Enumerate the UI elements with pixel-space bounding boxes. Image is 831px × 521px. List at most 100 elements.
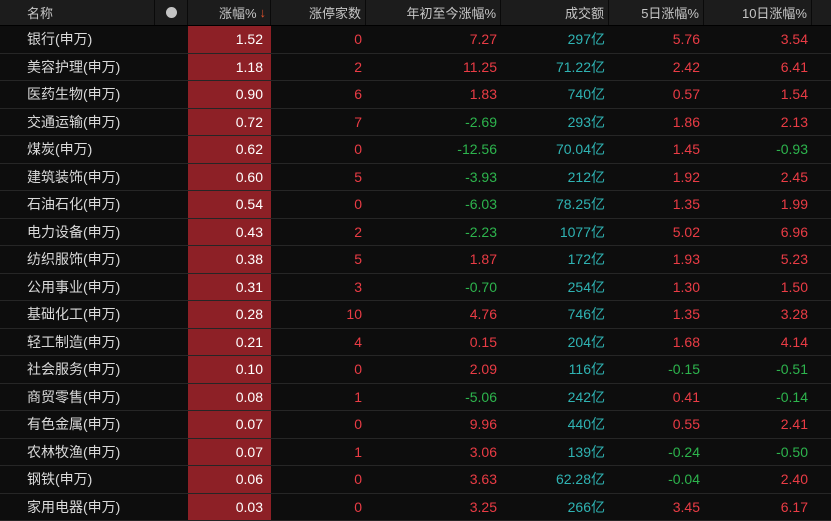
turnover-cell: 212亿 <box>567 168 605 185</box>
10d-change-cell: -0.14 <box>776 388 808 405</box>
turnover-cell: 70.04亿 <box>555 141 605 158</box>
turnover-cell: 204亿 <box>567 333 605 350</box>
sector-name-cell[interactable]: 农林牧渔(申万) <box>27 443 121 460</box>
sector-name-cell[interactable]: 基础化工(申万) <box>27 306 121 323</box>
sector-name-cell[interactable]: 纺织服饰(申万) <box>27 251 121 268</box>
table-row[interactable]: 商贸零售(申万) 0.08 1 -5.06 242亿 0.41 -0.14 <box>0 383 831 411</box>
sector-name-cell[interactable]: 家用电器(申万) <box>27 498 121 515</box>
limit-up-count-cell: 5 <box>354 168 362 185</box>
table-row[interactable]: 有色金属(申万) 0.07 0 9.96 440亿 0.55 2.41 <box>0 411 831 439</box>
sector-name-cell[interactable]: 钢铁(申万) <box>27 471 93 488</box>
ytd-change-cell: 0.15 <box>469 333 497 350</box>
change-pct-cell: 0.07 <box>188 411 271 438</box>
sort-desc-arrow-icon: ↓ <box>259 5 267 20</box>
sector-name-cell[interactable]: 石油石化(申万) <box>27 196 121 213</box>
turnover-cell: 293亿 <box>567 113 605 130</box>
turnover-cell: 440亿 <box>567 416 605 433</box>
table-row[interactable]: 煤炭(申万) 0.62 0 -12.56 70.04亿 1.45 -0.93 <box>0 136 831 164</box>
column-header-indicator[interactable] <box>155 0 188 25</box>
table-row[interactable]: 银行(申万) 1.52 0 7.27 297亿 5.76 3.54 <box>0 26 831 54</box>
row-spacer <box>812 81 831 108</box>
sector-name-cell[interactable]: 有色金属(申万) <box>27 416 121 433</box>
table-body: 银行(申万) 1.52 0 7.27 297亿 5.76 3.54 美容护理(申… <box>0 26 831 521</box>
limit-up-count-cell: 7 <box>354 113 362 130</box>
table-row[interactable]: 农林牧渔(申万) 0.07 1 3.06 139亿 -0.24 -0.50 <box>0 438 831 466</box>
turnover-cell: 172亿 <box>567 251 605 268</box>
change-pct-cell: 0.31 <box>188 273 271 300</box>
ytd-change-cell: -12.56 <box>457 141 497 158</box>
row-spacer <box>812 191 831 218</box>
5d-change-cell: 1.86 <box>672 113 700 130</box>
sector-name-cell[interactable]: 商贸零售(申万) <box>27 388 121 405</box>
sector-name-cell[interactable]: 交通运输(申万) <box>27 113 121 130</box>
row-spacer <box>812 384 831 411</box>
table-row[interactable]: 建筑装饰(申万) 0.60 5 -3.93 212亿 1.92 2.45 <box>0 163 831 191</box>
row-spacer <box>812 219 831 246</box>
table-row[interactable]: 基础化工(申万) 0.28 10 4.76 746亿 1.35 3.28 <box>0 301 831 329</box>
table-row[interactable]: 家用电器(申万) 0.03 0 3.25 266亿 3.45 6.17 <box>0 493 831 521</box>
indicator-cell <box>155 109 188 136</box>
turnover-cell: 116亿 <box>568 361 605 378</box>
table-row[interactable]: 石油石化(申万) 0.54 0 -6.03 78.25亿 1.35 1.99 <box>0 191 831 219</box>
row-spacer <box>812 356 831 383</box>
turnover-cell: 297亿 <box>567 31 605 48</box>
sector-name-cell[interactable]: 美容护理(申万) <box>27 58 121 75</box>
10d-change-cell: 1.99 <box>780 196 808 213</box>
turnover-cell: 740亿 <box>567 86 605 103</box>
sector-name-cell[interactable]: 公用事业(申万) <box>27 278 121 295</box>
table-row[interactable]: 美容护理(申万) 1.18 2 11.25 71.22亿 2.42 6.41 <box>0 53 831 81</box>
column-header-turnover-label: 成交额 <box>564 6 604 21</box>
row-spacer <box>812 164 831 191</box>
10d-change-cell: -0.51 <box>776 361 808 378</box>
column-header-limit-up[interactable]: 涨停家数 <box>271 0 366 25</box>
sector-name-cell[interactable]: 建筑装饰(申万) <box>27 168 121 185</box>
10d-change-cell: 5.23 <box>780 251 808 268</box>
column-header-5d[interactable]: 5日涨幅% <box>609 0 704 25</box>
change-pct-cell: 0.03 <box>188 493 271 520</box>
turnover-cell: 71.22亿 <box>555 58 605 75</box>
column-header-10d[interactable]: 10日涨幅% <box>704 0 812 25</box>
indicator-cell <box>155 411 188 438</box>
indicator-cell <box>155 191 188 218</box>
sector-name-cell[interactable]: 医药生物(申万) <box>27 86 121 103</box>
5d-change-cell: 1.35 <box>672 196 700 213</box>
5d-change-cell: 2.42 <box>672 58 700 75</box>
sector-name-cell[interactable]: 银行(申万) <box>27 31 93 48</box>
table-row[interactable]: 轻工制造(申万) 0.21 4 0.15 204亿 1.68 4.14 <box>0 328 831 356</box>
header-spacer <box>812 0 831 25</box>
column-header-change[interactable]: 涨幅% ↓ <box>188 0 271 25</box>
table-row[interactable]: 社会服务(申万) 0.10 0 2.09 116亿 -0.15 -0.51 <box>0 356 831 384</box>
column-header-ytd[interactable]: 年初至今涨幅% <box>366 0 501 25</box>
indicator-cell <box>155 26 188 53</box>
5d-change-cell: 3.45 <box>672 498 700 515</box>
5d-change-cell: 1.35 <box>672 306 700 323</box>
sector-name-cell[interactable]: 电力设备(申万) <box>27 223 121 240</box>
table-row[interactable]: 公用事业(申万) 0.31 3 -0.70 254亿 1.30 1.50 <box>0 273 831 301</box>
change-pct-cell: 0.43 <box>188 218 271 245</box>
indicator-cell <box>155 246 188 273</box>
circle-indicator-icon <box>165 7 177 18</box>
column-header-name[interactable]: 名称 <box>0 0 155 25</box>
table-row[interactable]: 钢铁(申万) 0.06 0 3.63 62.28亿 -0.04 2.40 <box>0 466 831 494</box>
sector-name-cell[interactable]: 轻工制造(申万) <box>27 333 121 350</box>
row-spacer <box>812 246 831 273</box>
table-row[interactable]: 纺织服饰(申万) 0.38 5 1.87 172亿 1.93 5.23 <box>0 246 831 274</box>
change-pct-cell: 0.90 <box>188 81 271 108</box>
sector-name-cell[interactable]: 煤炭(申万) <box>27 141 93 158</box>
column-header-5d-label: 5日涨幅% <box>641 6 699 21</box>
indicator-cell <box>155 356 188 383</box>
limit-up-count-cell: 2 <box>354 58 362 75</box>
limit-up-count-cell: 6 <box>354 86 362 103</box>
ytd-change-cell: -3.93 <box>465 168 497 185</box>
column-header-turnover[interactable]: 成交额 <box>501 0 609 25</box>
column-header-10d-label: 10日涨幅% <box>741 6 807 21</box>
5d-change-cell: 1.93 <box>672 251 700 268</box>
sector-name-cell[interactable]: 社会服务(申万) <box>27 361 121 378</box>
table-row[interactable]: 医药生物(申万) 0.90 6 1.83 740亿 0.57 1.54 <box>0 81 831 109</box>
indicator-cell <box>155 301 188 328</box>
table-row[interactable]: 电力设备(申万) 0.43 2 -2.23 1077亿 5.02 6.96 <box>0 218 831 246</box>
turnover-cell: 78.25亿 <box>555 196 605 213</box>
turnover-cell: 139亿 <box>567 443 605 460</box>
row-spacer <box>812 54 831 81</box>
table-row[interactable]: 交通运输(申万) 0.72 7 -2.69 293亿 1.86 2.13 <box>0 108 831 136</box>
